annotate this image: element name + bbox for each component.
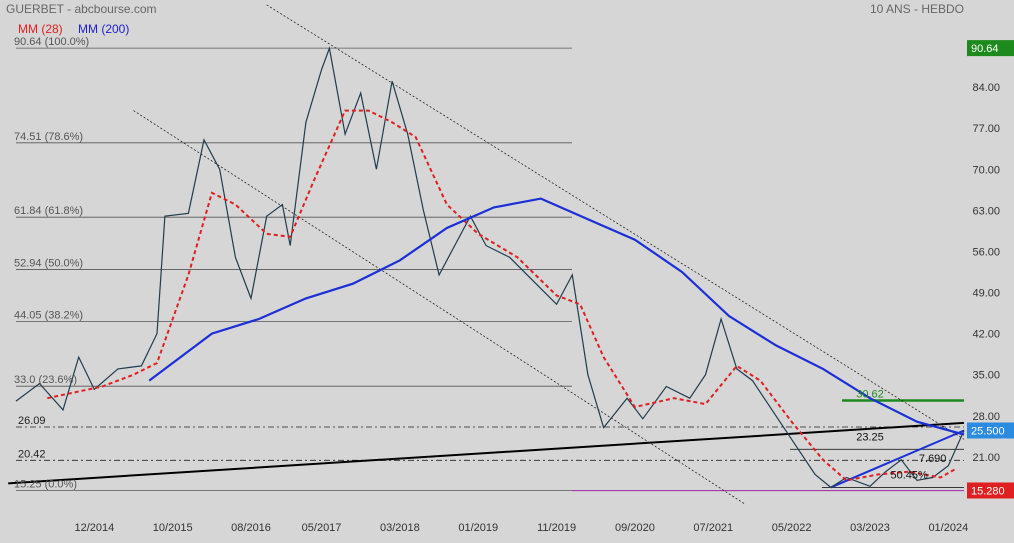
price-box-label: 25.500 [971, 425, 1005, 437]
trendline [830, 429, 965, 489]
x-tick-label: 03/2018 [380, 522, 420, 534]
x-tick-label: 10/2015 [153, 522, 193, 534]
fib-level-label: 52.94 (50.0%) [14, 257, 83, 269]
x-tick-label: 12/2014 [74, 522, 114, 534]
x-tick-label: 01/2024 [928, 522, 968, 534]
legend-mm200: MM (200) [78, 22, 129, 36]
fib-level-label: 15.25 (0.0%) [14, 479, 77, 491]
y-tick-label: 70.00 [972, 164, 1000, 176]
price-box [967, 40, 1014, 57]
fib-level-label: 44.05 (38.2%) [14, 310, 83, 322]
trendline [8, 421, 965, 485]
fib-level-label: 33.0 (23.6%) [14, 374, 77, 386]
x-tick-label: 03/2023 [850, 522, 890, 534]
x-tick-label: 08/2016 [231, 522, 271, 534]
trendline [266, 4, 965, 440]
chart-title: GUERBET - abcbourse.com [6, 2, 157, 16]
series-line-price [15, 46, 965, 489]
trendline [133, 110, 745, 505]
chart-annotation: 50.45% [891, 470, 929, 482]
fib-level-label: 74.51 (78.6%) [14, 131, 83, 143]
x-tick-label: 01/2019 [458, 522, 498, 534]
y-tick-label: 77.00 [972, 123, 1000, 135]
y-tick-label: 49.00 [972, 288, 1000, 300]
legend-mm28: MM (28) [18, 22, 63, 36]
y-tick-label: 56.00 [972, 246, 1000, 258]
x-tick-label: 11/2019 [537, 522, 576, 534]
y-tick-label: 21.00 [972, 452, 1000, 464]
y-tick-label: 35.00 [972, 370, 1000, 382]
series-line-mm28 [47, 109, 957, 482]
x-tick-label: 07/2021 [693, 522, 733, 534]
price-box-label: 90.64 [971, 43, 999, 55]
y-tick-label: 42.00 [972, 329, 1000, 341]
price-box-label: 15.280 [971, 485, 1005, 497]
x-tick-label: 05/2017 [302, 522, 342, 534]
y-tick-label: 63.00 [972, 205, 1000, 217]
series-line-mm200 [148, 197, 965, 436]
x-tick-label: 09/2020 [615, 522, 655, 534]
y-tick-label: 84.00 [972, 82, 1000, 94]
x-tick-label: 05/2022 [772, 522, 812, 534]
dashed-level-label: 26.09 [18, 415, 46, 427]
chart-annotation: 30.62 [856, 388, 884, 400]
dashed-level-label: 20.42 [18, 448, 46, 460]
y-tick-label: 28.00 [972, 411, 1000, 423]
price-box [967, 482, 1014, 499]
fib-level-label: 61.84 (61.8%) [14, 205, 83, 217]
chart-annotation: 23.25 [856, 432, 884, 444]
chart-annotation: 7.690 [919, 453, 947, 465]
fib-level-label: 90.64 (100.0%) [14, 36, 89, 48]
chart-period: 10 ANS - HEBDO [870, 2, 964, 16]
price-box [967, 422, 1014, 439]
